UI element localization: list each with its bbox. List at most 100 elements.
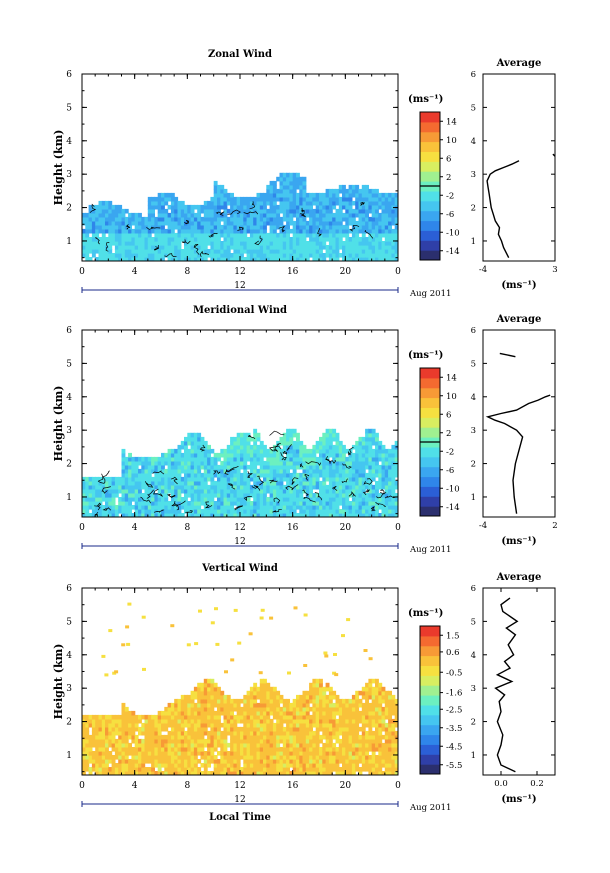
heatmap-cell (246, 742, 251, 748)
heatmap-cell (305, 513, 310, 517)
heatmap-cell (98, 747, 103, 752)
heatmap-cell (305, 241, 310, 246)
heatmap-cell (309, 468, 313, 474)
heatmap-cell (243, 738, 248, 744)
heatmap-cell (361, 228, 366, 234)
heatmap-cell (289, 216, 294, 222)
heatmap-cell (131, 472, 136, 478)
heatmap-cell (226, 460, 231, 466)
heatmap-cell (147, 493, 152, 498)
heatmap-cell (302, 742, 307, 748)
heatmap-cell (144, 513, 149, 517)
heatmap-cell (161, 456, 165, 462)
heatmap-cell (95, 742, 100, 748)
heatmap-cell (378, 228, 383, 234)
heatmap-cell (101, 232, 106, 238)
heatmap-cell (276, 176, 281, 182)
heatmap-cell (131, 484, 136, 490)
heatmap-cell (124, 771, 129, 775)
heatmap-cell (272, 468, 277, 474)
heatmap-cell (91, 484, 96, 490)
heatmap-cell (101, 493, 106, 498)
heatmap-cell (141, 771, 146, 775)
heatmap-cell (184, 253, 188, 258)
heatmap-cell (134, 767, 139, 772)
heatmap-cell (121, 245, 126, 250)
heatmap-cell (312, 513, 317, 517)
heatmap-cell (282, 249, 287, 254)
heatmap-cell (118, 220, 123, 226)
heatmap-cell (167, 747, 172, 752)
heatmap-cell (111, 253, 116, 258)
heatmap-cell (259, 759, 264, 764)
heatmap-cell (256, 228, 261, 234)
heatmap-cell (276, 755, 281, 760)
heatmap-cell (328, 513, 333, 517)
heatmap-cell (322, 241, 327, 246)
heatmap-cell (309, 686, 313, 692)
heatmap-cell (187, 751, 192, 756)
heatmap-cell (315, 200, 320, 206)
heatmap-cell (223, 706, 228, 712)
heatmap-cell (325, 734, 330, 740)
heatmap-cell (272, 188, 277, 194)
heatmap-cell (131, 476, 136, 482)
heatmap-cell (236, 436, 241, 442)
heatmap-cell (299, 771, 304, 775)
heatmap-cell (233, 440, 238, 446)
heatmap-cell (164, 216, 169, 222)
heatmap-cell (157, 747, 162, 752)
heatmap-cell (272, 220, 277, 226)
heatmap-cell (118, 726, 123, 732)
heatmap-cell (128, 509, 132, 514)
heatmap-cell (213, 184, 218, 190)
chart-title: Meridional Wind (193, 305, 287, 316)
contour-segment (342, 463, 352, 469)
heatmap-cell (388, 192, 392, 198)
heatmap-cell (256, 245, 261, 250)
heatmap-cell (289, 220, 294, 226)
heatmap-cell (128, 488, 132, 494)
heatmap-cell (124, 738, 129, 744)
heatmap-cell (371, 188, 376, 194)
heatmap-cell (345, 216, 350, 222)
heatmap-cell (233, 448, 238, 454)
heatmap-cell (289, 734, 294, 740)
heatmap-cell (296, 484, 300, 490)
heatmap-cell (187, 710, 192, 716)
heatmap-cell (151, 726, 155, 732)
heatmap-cell (233, 237, 238, 242)
heatmap-cell (121, 714, 126, 720)
heatmap-cell (180, 220, 185, 226)
heatmap-cell (305, 742, 310, 748)
heatmap-cell (187, 718, 192, 724)
heatmap-cell (230, 452, 234, 458)
heatmap-cell (253, 472, 258, 478)
heatmap-cell (279, 237, 284, 242)
heatmap-cell (217, 710, 221, 716)
heatmap-cell (263, 204, 267, 210)
heatmap-cell (82, 505, 86, 510)
heatmap-cell (253, 734, 258, 740)
heatmap-cell (200, 509, 205, 514)
heatmap-cell (203, 476, 208, 482)
heatmap-cell (220, 452, 225, 458)
heatmap-cell (180, 738, 185, 744)
heatmap-cell (184, 476, 188, 482)
heatmap-cell (174, 755, 179, 760)
heatmap-cell (394, 241, 398, 246)
heatmap-cell (289, 452, 294, 458)
heatmap-cell (233, 257, 238, 261)
heatmap-cell (246, 432, 251, 438)
heatmap-cell (82, 480, 86, 486)
heatmap-cell (263, 505, 267, 510)
heatmap-cell (319, 755, 323, 760)
heatmap-cell (154, 241, 159, 246)
heatmap-cell (279, 710, 284, 716)
colorbar-swatch (420, 250, 440, 261)
heatmap-cell (187, 464, 192, 470)
heatmap-cell (124, 747, 129, 752)
heatmap-cell (332, 472, 337, 478)
heatmap-cell (197, 505, 202, 510)
heatmap-cell (108, 718, 113, 724)
